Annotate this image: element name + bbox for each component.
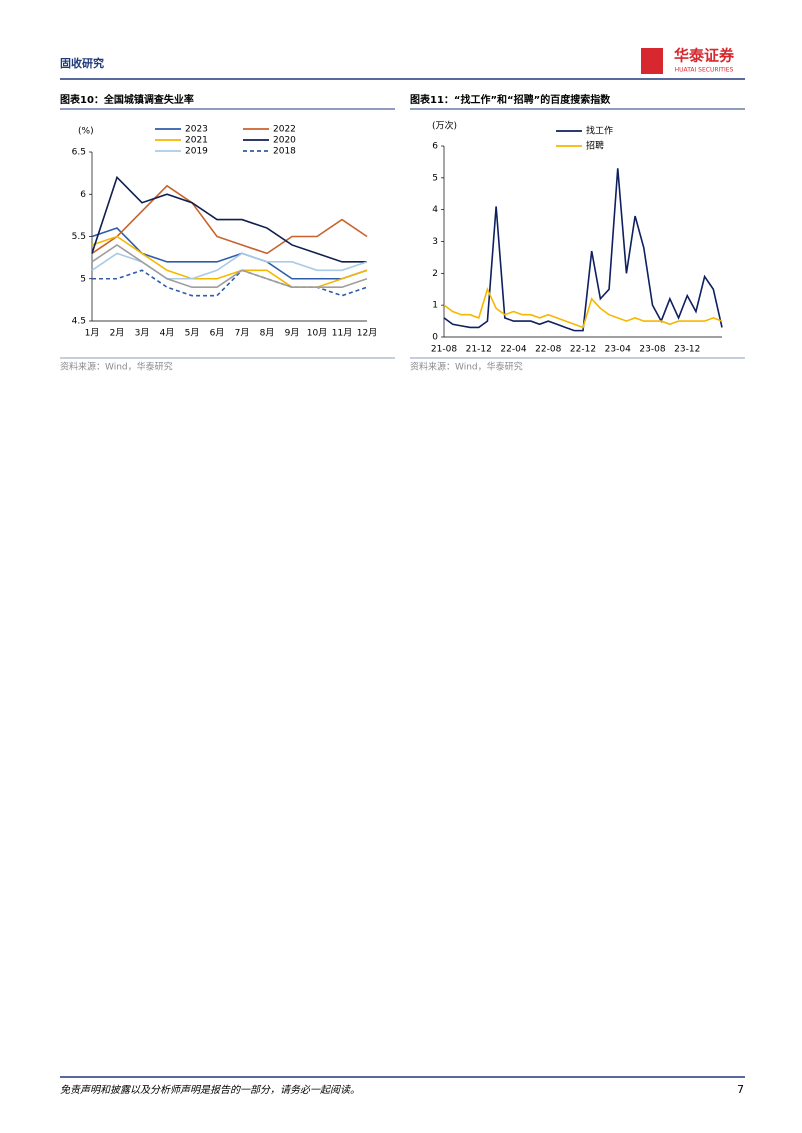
- y-tick-label: 6: [80, 190, 86, 200]
- y-tick-label: 6: [432, 142, 438, 152]
- series-line: [91, 227, 368, 280]
- x-tick-label: 2月: [110, 328, 125, 339]
- y-tick-label: 6.5: [72, 148, 86, 158]
- series-line: [91, 184, 368, 255]
- x-tick-label: 5月: [185, 328, 200, 339]
- chart-title: 图表10：全国城镇调查失业率: [60, 93, 194, 106]
- series-line: [443, 168, 723, 332]
- x-tick-label: 8月: [260, 328, 275, 339]
- x-tick-label: 1月: [85, 328, 100, 339]
- chart-title: 图表11：“找工作”和“招聘”的百度搜索指数: [410, 93, 611, 106]
- legend-label: 2019: [185, 147, 208, 157]
- x-tick-label: 23-08: [639, 345, 665, 355]
- x-tick-label: 4月: [160, 328, 175, 339]
- x-tick-label: 3月: [135, 328, 150, 339]
- x-tick-label: 23-04: [605, 345, 631, 355]
- disclaimer: 免责声明和披露以及分析师声明是报告的一部分，请务必一起阅读。: [60, 1084, 360, 1096]
- legend-label: 2020: [273, 136, 296, 146]
- y-tick-label: 0: [432, 333, 438, 343]
- y-tick-label: 3: [432, 237, 438, 247]
- legend-label: 2023: [185, 125, 208, 135]
- x-tick-label: 22-08: [535, 345, 561, 355]
- x-tick-label: 12月: [357, 328, 377, 339]
- y-tick-label: 5: [432, 173, 438, 183]
- legend-label: 招聘: [586, 140, 604, 152]
- series-line: [92, 269, 368, 297]
- legend-label: 2021: [185, 136, 208, 146]
- y-axis-label: (万次): [432, 120, 457, 132]
- x-tick-label: 11月: [332, 328, 352, 339]
- y-tick-label: 4.5: [72, 317, 86, 327]
- x-tick-label: 23-12: [674, 345, 700, 355]
- x-tick-label: 22-12: [570, 345, 596, 355]
- y-tick-label: 1: [432, 301, 438, 311]
- series-line: [91, 243, 368, 288]
- y-tick-label: 4: [432, 205, 438, 215]
- section: 固收研究: [60, 56, 104, 70]
- series-line: [91, 252, 368, 280]
- series-line: [443, 286, 723, 329]
- x-tick-label: 9月: [285, 328, 300, 339]
- x-tick-label: 21-12: [466, 345, 492, 355]
- logo-en: HUATAI SECURITIES: [675, 67, 734, 74]
- x-tick-label: 7月: [235, 328, 250, 339]
- x-tick-label: 22-04: [500, 345, 526, 355]
- y-tick-label: 2: [432, 269, 438, 279]
- y-axis-label: (%): [78, 127, 94, 137]
- legend-label: 找工作: [586, 125, 613, 137]
- x-tick-label: 21-08: [431, 345, 457, 355]
- series-line: [91, 175, 367, 263]
- page-number: 7: [737, 1083, 744, 1096]
- y-tick-label: 5.5: [72, 232, 86, 242]
- logo-icon: [641, 48, 663, 74]
- legend-label: 2018: [273, 147, 296, 157]
- y-tick-label: 5: [80, 274, 86, 284]
- x-tick-label: 6月: [210, 328, 225, 339]
- legend-label: 2022: [273, 125, 296, 135]
- series-line: [91, 235, 368, 288]
- logo-cn: 华泰证券: [674, 47, 735, 65]
- x-tick-label: 10月: [307, 328, 327, 339]
- source: 资料来源：Wind，华泰研究: [60, 361, 173, 373]
- source: 资料来源：Wind，华泰研究: [410, 361, 523, 373]
